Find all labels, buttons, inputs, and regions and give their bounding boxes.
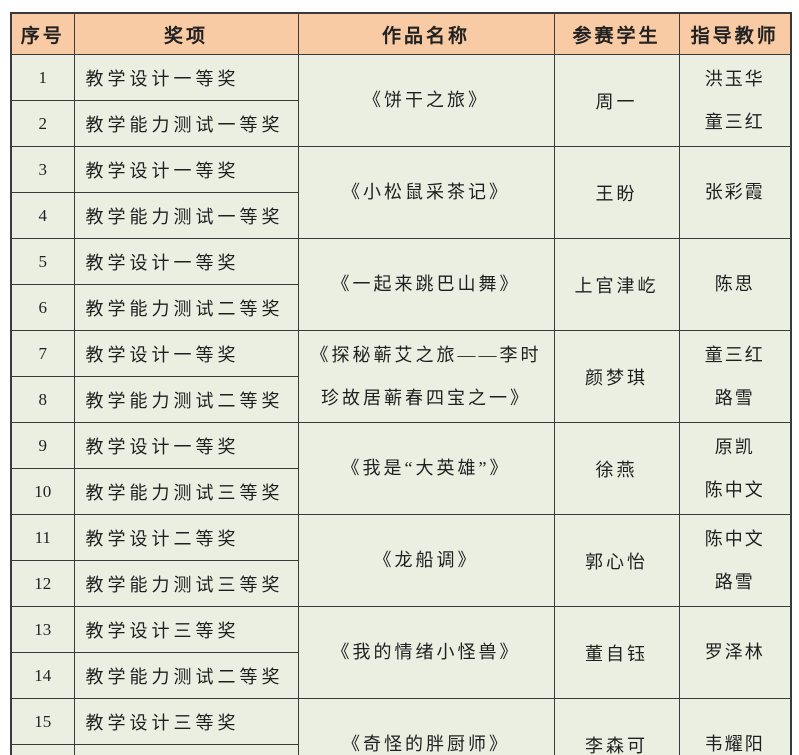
award-cell: 教学设计一等奖 — [73, 238, 299, 285]
table-row: 2 教学能力测试一等奖 — [10, 100, 791, 147]
serial-cell: 10 — [10, 468, 75, 515]
award-cell: 教学能力测试一等奖 — [73, 100, 299, 147]
table-row: 14 教学能力测试二等奖 — [10, 652, 791, 699]
award-cell: 教学能力测试一等奖 — [73, 192, 299, 239]
teacher-cell: 张彩霞 — [678, 146, 792, 239]
teacher-cell: 陈思 — [678, 238, 792, 331]
teacher-cell: 罗泽林 — [678, 606, 792, 699]
student-cell: 周一 — [553, 54, 680, 147]
header-work-title: 作品名称 — [297, 12, 555, 55]
award-cell: 教学能力测试三等奖 — [73, 468, 299, 515]
serial-cell: 13 — [10, 606, 75, 653]
table-row: 7 教学设计一等奖 《探秘蕲艾之旅——李时珍故居蕲春四宝之一》 颜梦琪 童三红 … — [10, 330, 792, 423]
award-cell: 教学设计一等奖 — [73, 54, 299, 101]
award-cell: 教学设计一等奖 — [73, 422, 299, 469]
serial-cell: 16 — [10, 744, 75, 755]
table-row: 3 教学设计一等奖 《小松鼠采茶记》 王盼 张彩霞 — [10, 146, 792, 239]
header-award: 奖项 — [73, 12, 299, 55]
table-row: 1 教学设计一等奖 《饼干之旅》 周一 洪玉华 童三红 — [10, 54, 792, 147]
student-cell: 颜梦琪 — [553, 330, 680, 423]
student-cell: 郭心怡 — [553, 514, 680, 607]
table-row: 15 教学设计三等奖 《奇怪的胖厨师》 李森可 韦耀阳 — [10, 698, 792, 755]
work-title-cell: 《奇怪的胖厨师》 — [297, 698, 555, 755]
award-cell: 教学能力测试二等奖 — [73, 652, 299, 699]
award-cell: 教学设计三等奖 — [73, 606, 299, 653]
serial-cell: 9 — [10, 422, 75, 469]
teacher-cell: 原凯 陈中文 — [678, 422, 792, 515]
header-serial: 序号 — [10, 12, 75, 55]
table-row: 11 教学设计二等奖 《龙船调》 郭心怡 陈中文 路雪 — [10, 514, 792, 607]
serial-cell: 11 — [10, 514, 75, 561]
award-cell: 教学设计三等奖 — [73, 698, 299, 745]
student-cell: 上官津屹 — [553, 238, 680, 331]
award-cell: 教学设计二等奖 — [73, 514, 299, 561]
work-title-cell: 《我是“大英雄”》 — [297, 422, 555, 515]
serial-cell: 12 — [10, 560, 75, 607]
teacher-cell: 童三红 路雪 — [678, 330, 792, 423]
table-row: 12 教学能力测试三等奖 — [10, 560, 791, 607]
table-row: 8 教学能力测试二等奖 — [10, 376, 791, 423]
header-teacher: 指导教师 — [678, 12, 792, 55]
serial-cell: 15 — [10, 698, 75, 745]
award-cell: 教学能力测试三等奖 — [73, 560, 299, 607]
award-cell: 教学能力测试二等奖 — [73, 284, 299, 331]
header-student: 参赛学生 — [553, 12, 680, 55]
work-title-cell: 《龙船调》 — [297, 514, 555, 607]
serial-cell: 2 — [10, 100, 75, 147]
serial-cell: 6 — [10, 284, 75, 331]
teacher-cell: 洪玉华 童三红 — [678, 54, 792, 147]
serial-cell: 4 — [10, 192, 75, 239]
student-cell: 王盼 — [553, 146, 680, 239]
serial-cell: 14 — [10, 652, 75, 699]
table-row: 5 教学设计一等奖 《一起来跳巴山舞》 上官津屹 陈思 — [10, 238, 792, 331]
serial-cell: 8 — [10, 376, 75, 423]
student-cell: 徐燕 — [553, 422, 680, 515]
award-cell: 教学能力测试二等奖 — [73, 744, 299, 755]
award-cell: 教学设计一等奖 — [73, 330, 299, 377]
serial-cell: 3 — [10, 146, 75, 193]
table-row: 13 教学设计三等奖 《我的情绪小怪兽》 董自钰 罗泽林 — [10, 606, 792, 699]
award-results-table: 序号 奖项 作品名称 参赛学生 指导教师 1 教学设计一等奖 《饼干之旅》 周一… — [10, 12, 792, 755]
header-row: 序号 奖项 作品名称 参赛学生 指导教师 — [10, 12, 792, 55]
student-cell: 董自钰 — [553, 606, 680, 699]
table-row: 10 教学能力测试三等奖 — [10, 468, 791, 515]
table-row: 4 教学能力测试一等奖 — [10, 192, 791, 239]
work-title-cell: 《我的情绪小怪兽》 — [297, 606, 555, 699]
award-cell: 教学设计一等奖 — [73, 146, 299, 193]
teacher-cell: 韦耀阳 — [678, 698, 792, 755]
serial-cell: 7 — [10, 330, 75, 377]
student-cell: 李森可 — [553, 698, 680, 755]
award-cell: 教学能力测试二等奖 — [73, 376, 299, 423]
serial-cell: 5 — [10, 238, 75, 285]
teacher-cell: 陈中文 路雪 — [678, 514, 792, 607]
table-row: 16 教学能力测试二等奖 — [10, 744, 791, 755]
serial-cell: 1 — [10, 54, 75, 101]
work-title-cell: 《饼干之旅》 — [297, 54, 555, 147]
work-title-cell: 《探秘蕲艾之旅——李时珍故居蕲春四宝之一》 — [297, 330, 555, 423]
work-title-cell: 《一起来跳巴山舞》 — [297, 238, 555, 331]
work-title-cell: 《小松鼠采茶记》 — [297, 146, 555, 239]
table-row: 9 教学设计一等奖 《我是“大英雄”》 徐燕 原凯 陈中文 — [10, 422, 792, 515]
